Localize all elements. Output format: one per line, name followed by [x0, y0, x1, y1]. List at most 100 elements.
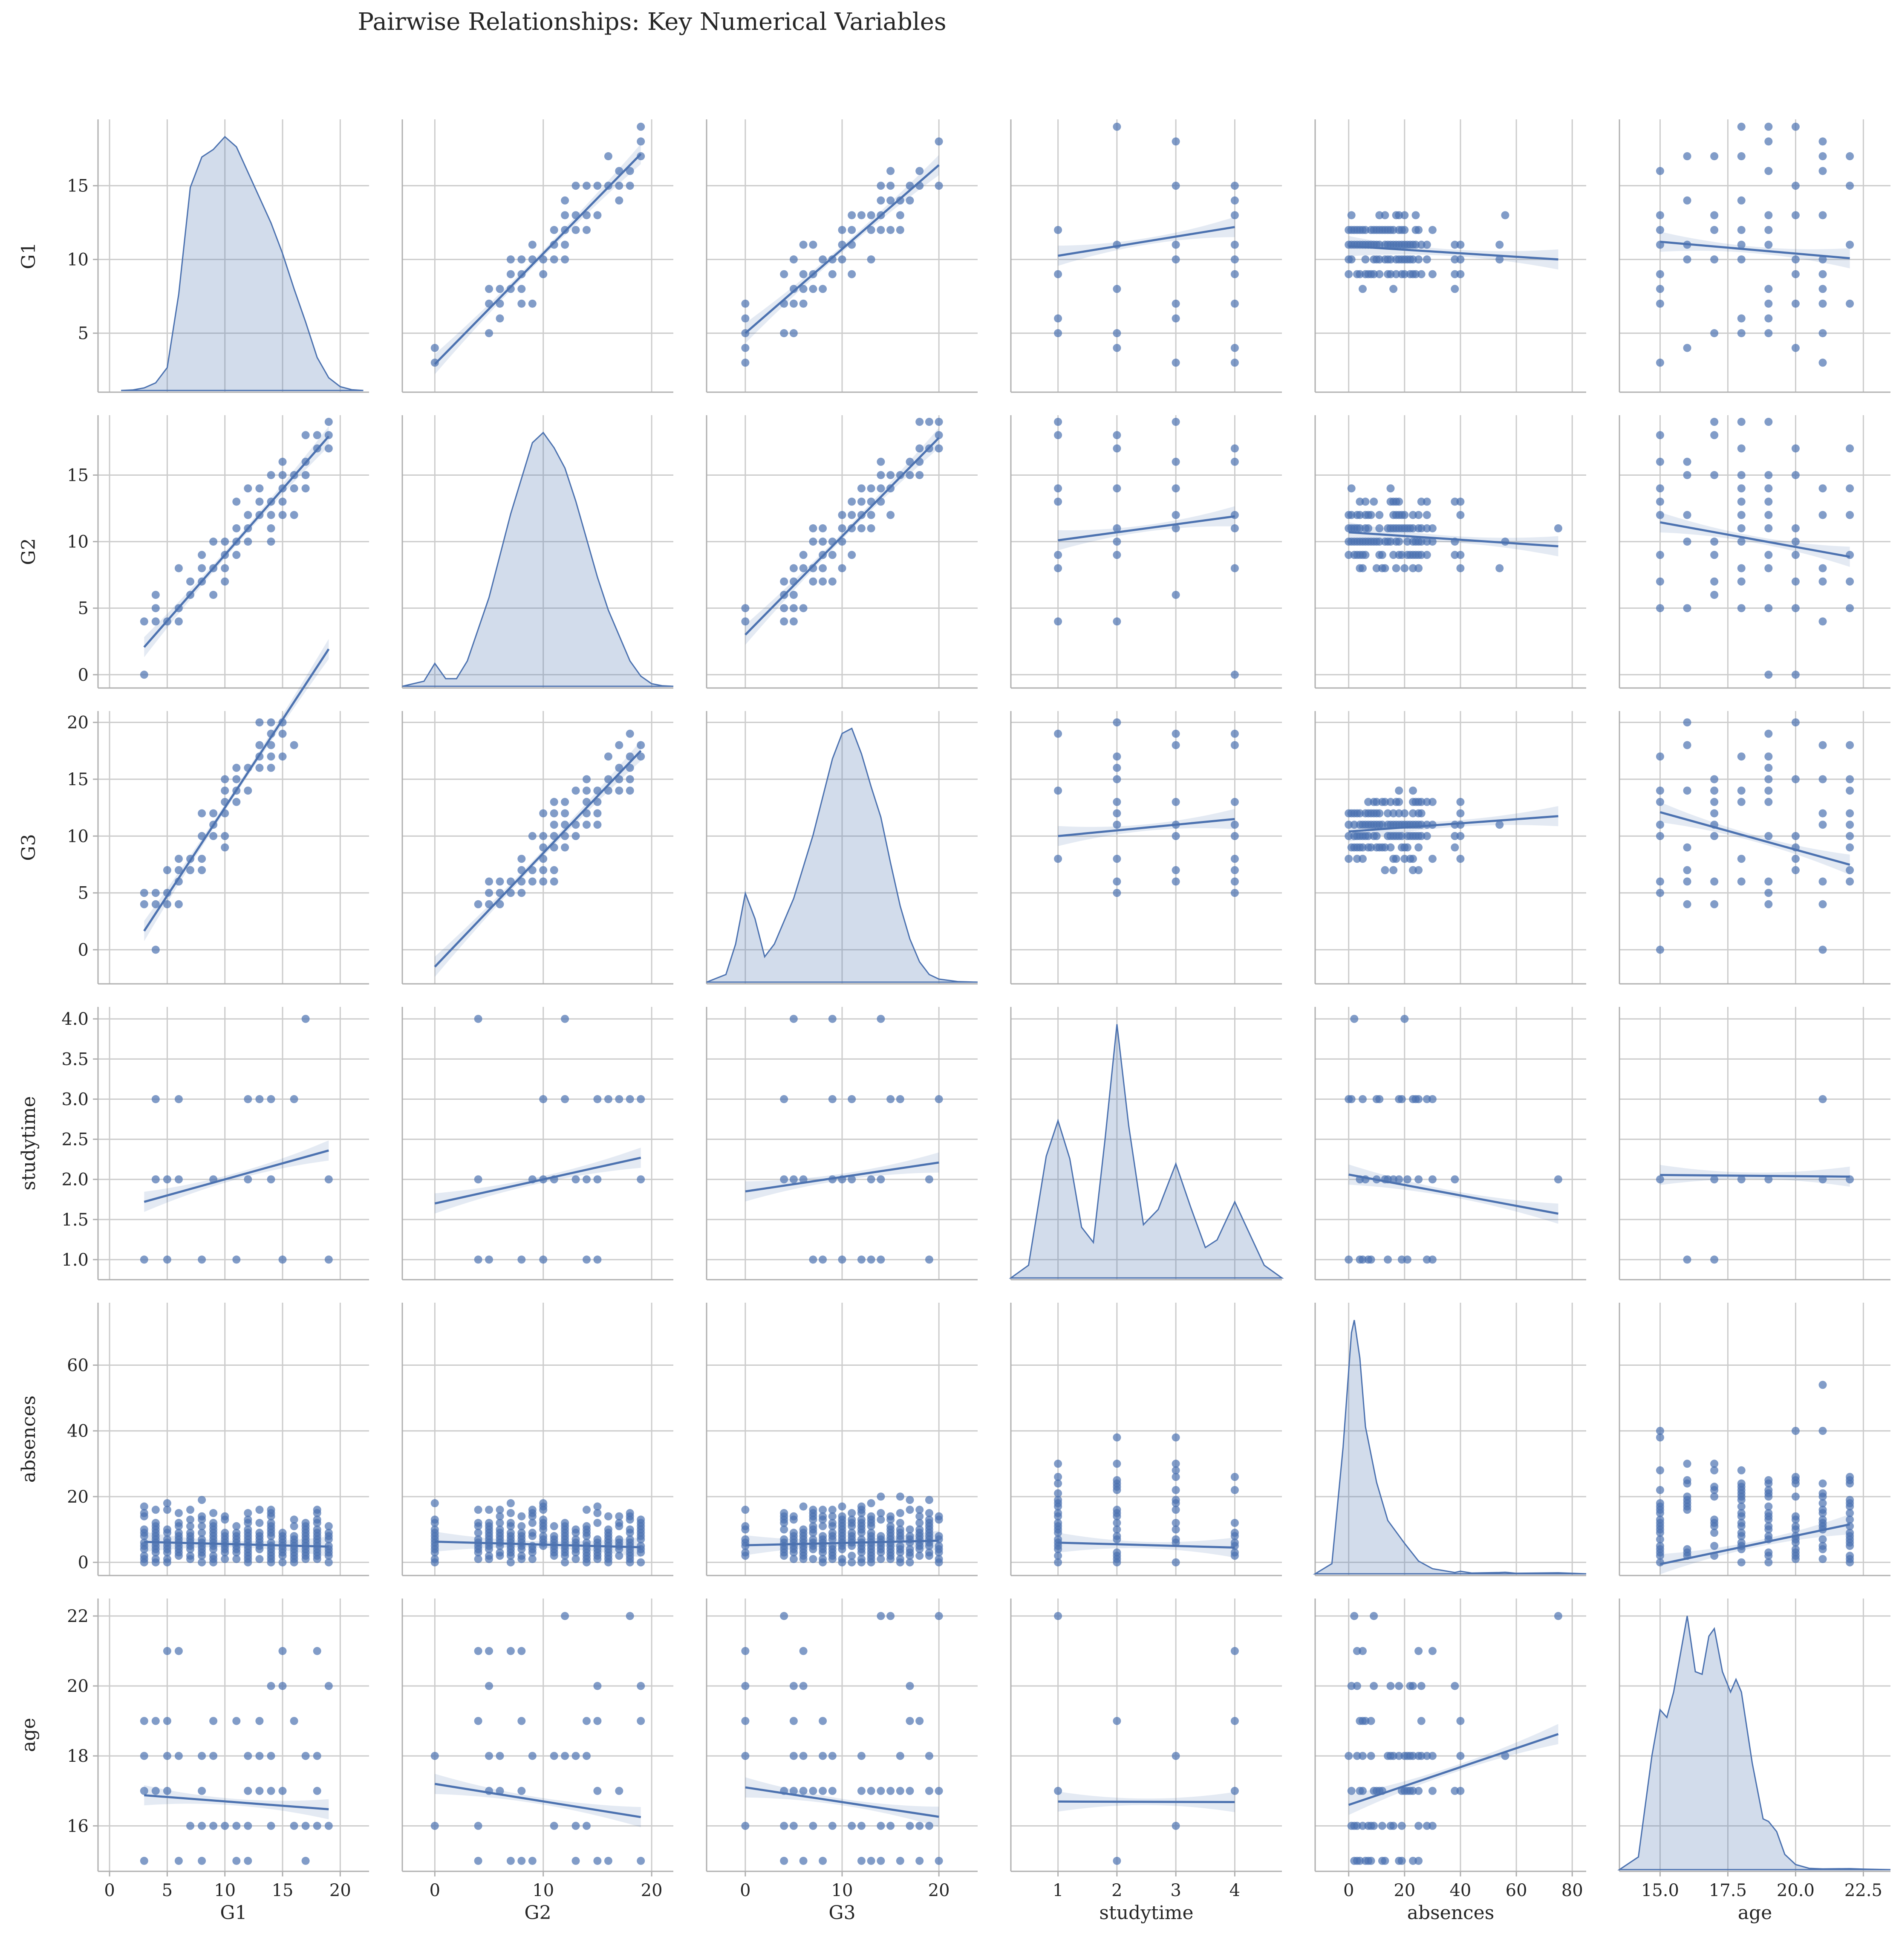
panel-absences-vs-age — [1619, 1303, 1890, 1576]
data-point — [838, 226, 846, 234]
data-point — [1737, 484, 1746, 492]
data-point — [1172, 315, 1180, 323]
data-point — [1764, 300, 1772, 308]
data-point — [1710, 832, 1718, 840]
y-tick-label: 1.0 — [61, 1250, 89, 1270]
x-tick-label: 0 — [430, 1881, 440, 1900]
data-point — [1172, 1496, 1180, 1504]
data-point — [267, 511, 275, 519]
y-tick-label: 60 — [67, 1356, 89, 1376]
data-point — [1737, 471, 1746, 479]
data-point — [593, 1255, 601, 1263]
data-point — [886, 1512, 895, 1521]
data-point — [799, 300, 808, 308]
data-point — [1554, 524, 1562, 532]
data-point — [1172, 300, 1180, 308]
data-point — [539, 1515, 547, 1523]
x-axis-label: age — [1738, 1902, 1772, 1924]
data-point — [741, 1717, 749, 1725]
data-point — [1792, 855, 1800, 863]
data-point — [1414, 866, 1423, 874]
data-point — [1362, 255, 1370, 263]
data-point — [857, 497, 866, 506]
data-point — [175, 1509, 183, 1517]
data-point — [1764, 484, 1772, 492]
scatter-points — [1054, 418, 1239, 679]
data-point — [1819, 1535, 1827, 1544]
data-point — [1345, 270, 1353, 278]
data-point — [279, 497, 287, 506]
data-point — [1429, 270, 1437, 278]
data-point — [1054, 431, 1062, 439]
data-point — [1113, 1549, 1121, 1557]
data-point — [1683, 866, 1691, 874]
data-point — [325, 1522, 333, 1530]
data-point — [140, 1526, 148, 1534]
data-point — [1231, 300, 1239, 308]
data-point — [848, 211, 856, 219]
data-point — [838, 511, 846, 519]
data-point — [528, 1506, 537, 1514]
data-point — [848, 511, 856, 519]
data-point — [152, 617, 160, 625]
data-point — [741, 1506, 749, 1514]
data-point — [152, 1519, 160, 1527]
data-point — [1656, 458, 1664, 466]
data-point — [741, 1752, 749, 1760]
data-point — [186, 866, 194, 874]
data-point — [1113, 878, 1121, 886]
data-point — [1792, 775, 1800, 783]
data-point — [528, 241, 537, 249]
data-point — [1846, 821, 1854, 829]
data-point — [1113, 855, 1121, 863]
data-point — [1792, 1473, 1800, 1481]
data-point — [1231, 730, 1239, 738]
regression-line — [1058, 227, 1235, 256]
data-point — [637, 1515, 645, 1523]
data-point — [550, 255, 558, 263]
data-point — [175, 1647, 183, 1655]
data-point — [209, 809, 217, 818]
data-point — [1451, 1175, 1459, 1183]
data-point — [550, 798, 558, 806]
panel-G1-vs-studytime — [1011, 119, 1282, 392]
data-point — [1456, 564, 1464, 572]
data-point — [780, 329, 788, 337]
data-point — [867, 524, 875, 532]
data-point — [867, 484, 875, 492]
data-point — [140, 1857, 148, 1865]
data-point — [1231, 866, 1239, 874]
data-point — [209, 538, 217, 546]
data-point — [1113, 551, 1121, 559]
data-point — [1429, 1752, 1437, 1760]
data-point — [1683, 538, 1691, 546]
data-point — [828, 1095, 837, 1103]
data-point — [1113, 1460, 1121, 1468]
y-axis-label: studytime — [18, 1096, 40, 1190]
data-point — [819, 1752, 827, 1760]
data-point — [637, 1175, 645, 1183]
data-point — [140, 671, 148, 679]
data-point — [1792, 578, 1800, 586]
x-axis-label: G3 — [828, 1902, 855, 1924]
data-point — [877, 1015, 885, 1023]
data-point — [539, 1499, 547, 1507]
data-point — [152, 1717, 160, 1725]
data-point — [626, 1509, 634, 1517]
data-point — [1792, 866, 1800, 874]
kde-curve-absences — [1315, 1320, 1586, 1574]
data-point — [221, 578, 229, 586]
data-point — [485, 329, 493, 337]
data-point — [507, 255, 515, 263]
data-point — [780, 1509, 788, 1517]
data-point — [819, 578, 827, 586]
data-point — [1819, 900, 1827, 908]
data-point — [780, 578, 788, 586]
data-point — [1113, 285, 1121, 293]
data-point — [1398, 1095, 1406, 1103]
data-point — [1113, 1434, 1121, 1442]
data-point — [1656, 167, 1664, 175]
data-point — [1495, 564, 1504, 572]
data-point — [572, 1822, 580, 1830]
y-tick-label: 15 — [67, 176, 89, 196]
